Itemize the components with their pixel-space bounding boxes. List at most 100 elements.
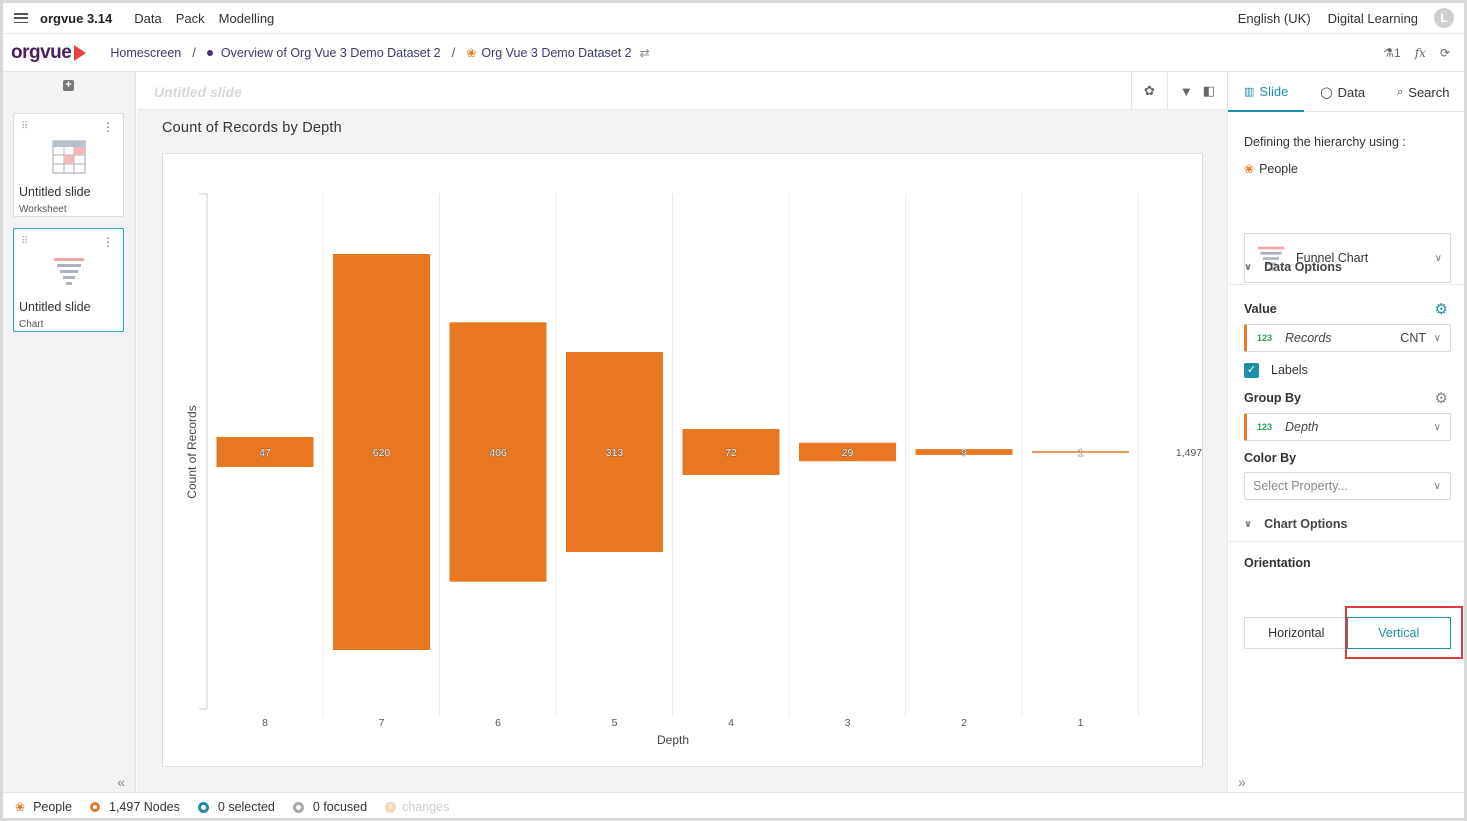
slide-title-bar: Untitled slide ✿ ▼ ◧	[137, 72, 1227, 110]
status-changes-label: changes	[402, 800, 450, 814]
tab-search[interactable]: ⌕ Search	[1381, 72, 1464, 112]
group-by-field[interactable]: 123 Depth ∨	[1244, 413, 1451, 441]
menu-bar: orgvue 3.14 Data Pack Modelling English …	[3, 3, 1464, 34]
funnel-bar	[333, 254, 430, 650]
dot-icon	[206, 49, 213, 56]
comment-icon[interactable]: ◧	[1202, 83, 1216, 98]
funnel-bar	[566, 352, 663, 552]
expand-right-icon[interactable]: »	[1238, 774, 1246, 790]
palette-icon[interactable]: ✿	[1131, 72, 1167, 110]
language-menu[interactable]: English (UK)	[1237, 10, 1311, 26]
value-field[interactable]: 123 Records CNT ∨	[1244, 324, 1451, 352]
menu-data[interactable]: Data	[134, 10, 162, 26]
number-type-icon: 123	[1257, 333, 1273, 343]
chevron-down-icon: ∨	[1433, 481, 1441, 492]
chevron-down-icon: ∨	[1244, 261, 1253, 273]
slide-card-chart[interactable]: ⠿ ⋮ Untitled slide Chart	[13, 228, 124, 332]
status-changes[interactable]: 0 changes	[385, 800, 449, 814]
app-title: orgvue 3.14	[40, 10, 113, 26]
x-tick-label: 5	[612, 717, 618, 729]
digital-learning-link[interactable]: Digital Learning	[1327, 10, 1418, 26]
x-tick-label: 2	[961, 717, 967, 729]
kebab-menu-icon[interactable]: ⋮	[102, 235, 114, 249]
user-avatar[interactable]: L	[1434, 8, 1454, 28]
filter-tools: ▼ ◧	[1167, 72, 1227, 110]
color-by-select[interactable]: Select Property... ∨	[1244, 472, 1451, 500]
x-tick-label: 3	[845, 717, 851, 729]
orientation-label: Orientation	[1244, 556, 1311, 570]
data-label: 406	[489, 447, 507, 459]
main-area: Untitled slide ✿ ▼ ◧ Count of Records by…	[137, 72, 1227, 792]
chart-type-select[interactable]: Funnel Chart ∨	[1244, 233, 1451, 283]
status-focused[interactable]: 0 focused	[292, 800, 367, 814]
status-people[interactable]: ❀ People	[15, 800, 72, 814]
x-tick-label: 1	[1078, 717, 1084, 729]
add-slide-button[interactable]: +	[63, 80, 74, 91]
fx-icon[interactable]: fx	[1414, 45, 1426, 60]
status-bar: ❀ People 1,497 Nodes 0 selected 0 focuse…	[3, 792, 1464, 818]
slide-title: Untitled slide	[19, 300, 91, 314]
chevron-down-icon: ∨	[1434, 253, 1442, 264]
paw-icon: ❀	[15, 800, 26, 814]
slide-type: Chart	[19, 319, 44, 330]
slide-name-input[interactable]: Untitled slide	[154, 84, 242, 100]
labels-checkbox-label: Labels	[1271, 363, 1308, 377]
orgvue-logo[interactable]: orgvue	[11, 42, 87, 64]
crumb-dataset[interactable]: Org Vue 3 Demo Dataset 2	[481, 45, 632, 60]
value-field-name: Records	[1285, 331, 1332, 345]
status-nodes[interactable]: 1,497 Nodes	[90, 800, 180, 814]
data-label: 620	[373, 447, 391, 459]
selected-icon	[197, 801, 209, 813]
status-nodes-label: 1,497 Nodes	[109, 800, 180, 814]
status-selected[interactable]: 0 selected	[197, 800, 275, 814]
menu-pack[interactable]: Pack	[175, 10, 205, 26]
tab-data[interactable]: ◯ Data	[1304, 72, 1381, 112]
slides-panel: + ⠿ ⋮ Untitled slide Worksheet ⠿ ⋮	[3, 72, 136, 792]
group-by-settings-gear-icon[interactable]: ⚙	[1434, 390, 1448, 407]
aggregation-select[interactable]: CNT	[1400, 331, 1426, 345]
chart-area: 47 8 620 7 406 6 313 5 72 4 29 3 9 2 1 1 1,497 Depth Count…	[162, 153, 1203, 767]
funnel-chart-icon	[1257, 246, 1285, 271]
worksheet-icon	[52, 140, 86, 174]
orientation-vertical-button[interactable]: Vertical	[1346, 617, 1451, 649]
crumb-separator: /	[192, 45, 196, 60]
x-tick-label: 4	[728, 717, 734, 729]
crumb-homescreen[interactable]: Homescreen	[110, 45, 182, 60]
users-online-icon[interactable]: ⚗1	[1383, 45, 1401, 60]
orientation-toggle: Horizontal Vertical	[1244, 617, 1451, 649]
collapse-left-icon[interactable]: «	[117, 774, 125, 790]
slide-card-worksheet[interactable]: ⠿ ⋮ Untitled slide Worksheet	[13, 113, 124, 217]
tab-slide[interactable]: ▥ Slide	[1228, 72, 1305, 112]
chart-title: Count of Records by Depth	[162, 120, 342, 136]
menu-modelling[interactable]: Modelling	[218, 10, 275, 26]
drag-handle-icon[interactable]: ⠿	[21, 236, 28, 247]
orientation-horizontal-button[interactable]: Horizontal	[1268, 626, 1325, 640]
hierarchy-name: People	[1259, 162, 1298, 176]
chevron-down-icon: ∨	[1244, 518, 1253, 530]
number-type-icon: 123	[1257, 422, 1273, 432]
x-tick-label: 6	[495, 717, 501, 729]
funnel-bar	[216, 436, 314, 468]
slide-title: Untitled slide	[19, 185, 91, 199]
properties-panel: ▥ Slide ◯ Data ⌕ Search Defining the hie…	[1227, 72, 1464, 792]
data-options-header[interactable]: ∨ Data Options	[1244, 260, 1342, 274]
tab-search-label: Search	[1408, 84, 1450, 100]
crumb-overview[interactable]: Overview of Org Vue 3 Demo Dataset 2	[220, 45, 441, 60]
filter-icon[interactable]: ▼	[1179, 83, 1193, 99]
tab-slide-label: Slide	[1259, 83, 1289, 99]
value-settings-gear-icon[interactable]: ⚙	[1434, 301, 1448, 318]
paw-icon: ❀	[1244, 162, 1255, 176]
kebab-menu-icon[interactable]: ⋮	[102, 120, 114, 134]
funnel-chart-icon	[54, 258, 84, 285]
color-by-placeholder: Select Property...	[1253, 479, 1348, 493]
drag-handle-icon[interactable]: ⠿	[21, 121, 28, 132]
search-icon: ⌕	[1397, 85, 1404, 98]
switch-dataset-icon[interactable]: ⇄	[639, 45, 650, 60]
user-count: 1	[1394, 45, 1401, 60]
labels-checkbox[interactable]: ✓	[1244, 363, 1259, 378]
divider	[1228, 284, 1464, 285]
hamburger-icon[interactable]	[14, 13, 28, 23]
chart-options-header[interactable]: ∨ Chart Options	[1244, 517, 1347, 531]
refresh-icon[interactable]: ⟳	[1439, 45, 1450, 60]
tab-data-label: Data	[1337, 84, 1366, 100]
